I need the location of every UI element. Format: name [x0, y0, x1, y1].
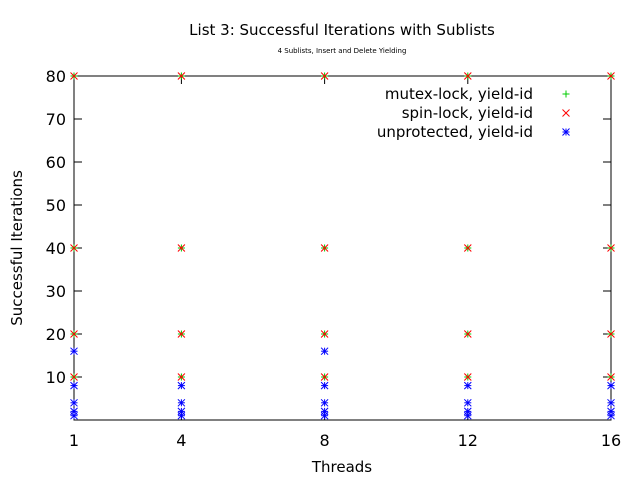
y-tick-label: 50 [46, 196, 66, 215]
chart-subtitle: 4 Sublists, Insert and Delete Yielding [278, 47, 407, 55]
data-point-series-2 [463, 398, 472, 407]
data-point-series-1 [607, 373, 615, 381]
legend-marker [562, 90, 570, 98]
data-point-series-2 [463, 381, 472, 390]
data-point-series-1 [320, 72, 329, 80]
data-points [70, 72, 615, 420]
data-point-series-1 [70, 373, 78, 381]
y-tick-label: 80 [46, 67, 66, 86]
data-point-series-2 [70, 347, 78, 356]
data-point-series-1 [70, 244, 78, 252]
data-point-series-2 [320, 381, 329, 390]
legend-marker [562, 128, 570, 136]
data-point-series-1 [463, 244, 472, 252]
legend-label: spin-lock, yield-id [402, 104, 533, 122]
data-point-series-2 [177, 398, 186, 407]
y-tick-label: 20 [46, 325, 66, 344]
data-point-series-2 [607, 381, 615, 390]
y-tick-label: 70 [46, 110, 66, 129]
x-axis-label: Threads [311, 458, 372, 476]
data-point-series-2 [70, 398, 78, 407]
legend-label: unprotected, yield-id [377, 123, 533, 141]
data-point-series-1 [70, 72, 78, 80]
data-point-series-2 [70, 381, 78, 390]
legend-label: mutex-lock, yield-id [385, 85, 533, 103]
chart-title: List 3: Successful Iterations with Subli… [189, 21, 495, 39]
data-point-series-1 [607, 244, 615, 252]
data-point-series-1 [320, 244, 329, 252]
data-point-series-2 [320, 398, 329, 407]
x-tick-label: 16 [601, 431, 621, 450]
x-tick-label: 12 [458, 431, 478, 450]
data-point-series-1 [177, 373, 186, 381]
x-tick-label: 4 [176, 431, 186, 450]
data-point-series-2 [463, 407, 472, 416]
data-point-series-1 [177, 244, 186, 252]
data-point-series-1 [607, 72, 615, 80]
y-tick-label: 10 [46, 368, 66, 387]
data-point-series-2 [607, 398, 615, 407]
data-point-series-2 [70, 407, 78, 416]
y-tick-label: 40 [46, 239, 66, 258]
x-axis: 1 4 8 12 16 [69, 76, 621, 450]
x-tick-label: 1 [69, 431, 79, 450]
data-point-series-1 [463, 373, 472, 381]
data-point-series-2 [320, 347, 329, 356]
data-point-series-2 [607, 407, 615, 416]
legend-marker [562, 109, 570, 117]
data-point-series-1 [607, 330, 615, 338]
data-point-series-1 [177, 72, 186, 80]
data-point-series-1 [320, 373, 329, 381]
data-point-series-1 [463, 330, 472, 338]
data-point-series-1 [177, 330, 186, 338]
data-point-series-2 [177, 407, 186, 416]
data-point-series-1 [463, 72, 472, 80]
y-tick-label: 60 [46, 153, 66, 172]
data-point-series-2 [177, 381, 186, 390]
data-point-series-1 [320, 330, 329, 338]
data-point-series-2 [320, 407, 329, 416]
x-tick-label: 8 [320, 431, 330, 450]
data-point-series-1 [70, 330, 78, 338]
y-tick-label: 30 [46, 282, 66, 301]
y-axis-label: Successful Iterations [8, 170, 26, 326]
